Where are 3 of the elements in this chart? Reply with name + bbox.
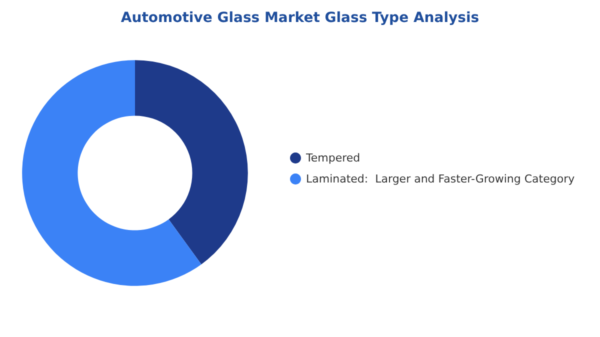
legend-label: Tempered bbox=[305, 152, 360, 164]
chart-title: Automotive Glass Market Glass Type Analysis bbox=[120, 10, 480, 26]
legend-label: Laminated: Larger and Faster-Growing Category bbox=[306, 172, 576, 186]
